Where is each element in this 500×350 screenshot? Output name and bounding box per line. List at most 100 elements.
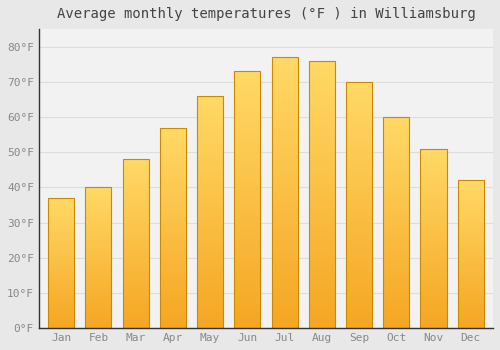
Bar — [420, 300, 446, 301]
Bar — [308, 315, 335, 317]
Bar — [86, 245, 112, 246]
Bar — [234, 223, 260, 225]
Bar — [48, 288, 74, 289]
Bar — [272, 201, 297, 204]
Bar — [234, 189, 260, 192]
Bar — [197, 147, 223, 149]
Bar — [48, 206, 74, 207]
Bar — [272, 182, 297, 184]
Bar — [383, 153, 409, 155]
Bar — [272, 301, 297, 304]
Bar — [346, 230, 372, 232]
Bar — [346, 227, 372, 230]
Bar — [420, 323, 446, 324]
Bar — [420, 176, 446, 177]
Bar — [160, 278, 186, 280]
Bar — [48, 257, 74, 258]
Bar — [197, 184, 223, 187]
Bar — [48, 234, 74, 236]
Bar — [86, 259, 112, 261]
Bar — [308, 267, 335, 270]
Bar — [272, 128, 297, 131]
Bar — [458, 262, 483, 263]
Bar — [122, 229, 148, 230]
Bar — [458, 225, 483, 226]
Bar — [160, 198, 186, 200]
Bar — [197, 161, 223, 163]
Bar — [122, 271, 148, 272]
Bar — [308, 154, 335, 157]
Bar — [197, 182, 223, 184]
Bar — [458, 313, 483, 315]
Bar — [346, 193, 372, 195]
Bar — [272, 233, 297, 236]
Bar — [383, 256, 409, 259]
Bar — [383, 216, 409, 218]
Bar — [234, 159, 260, 161]
Bar — [160, 176, 186, 178]
Bar — [122, 310, 148, 311]
Bar — [383, 119, 409, 121]
Bar — [122, 321, 148, 323]
Bar — [234, 246, 260, 248]
Bar — [160, 232, 186, 234]
Bar — [420, 237, 446, 238]
Bar — [308, 205, 335, 208]
Bar — [383, 208, 409, 210]
Bar — [197, 98, 223, 100]
Bar — [420, 281, 446, 283]
Bar — [346, 148, 372, 151]
Bar — [234, 251, 260, 254]
Bar — [197, 173, 223, 175]
Bar — [234, 310, 260, 313]
Bar — [197, 310, 223, 312]
Bar — [458, 322, 483, 324]
Bar — [383, 149, 409, 151]
Bar — [458, 325, 483, 327]
Bar — [48, 198, 74, 199]
Bar — [160, 302, 186, 304]
Bar — [308, 253, 335, 256]
Bar — [383, 303, 409, 305]
Bar — [234, 99, 260, 102]
Bar — [308, 197, 335, 200]
Bar — [346, 131, 372, 134]
Bar — [308, 256, 335, 259]
Bar — [308, 61, 335, 63]
Bar — [420, 308, 446, 310]
Bar — [383, 233, 409, 235]
Bar — [86, 237, 112, 238]
Bar — [346, 180, 372, 183]
Bar — [86, 234, 112, 235]
Bar — [420, 172, 446, 174]
Bar — [272, 217, 297, 220]
Bar — [122, 203, 148, 205]
Bar — [420, 321, 446, 323]
Bar — [383, 282, 409, 284]
Bar — [420, 319, 446, 321]
Bar — [420, 238, 446, 240]
Bar — [86, 299, 112, 300]
Bar — [160, 208, 186, 210]
Bar — [383, 284, 409, 286]
Bar — [160, 312, 186, 314]
Bar — [383, 320, 409, 322]
Bar — [48, 199, 74, 201]
Bar — [383, 163, 409, 166]
Bar — [383, 138, 409, 140]
Bar — [234, 115, 260, 118]
Bar — [420, 230, 446, 231]
Bar — [197, 254, 223, 256]
Bar — [458, 288, 483, 290]
Bar — [272, 247, 297, 250]
Bar — [272, 307, 297, 309]
Bar — [234, 92, 260, 94]
Bar — [383, 227, 409, 229]
Bar — [234, 164, 260, 166]
Bar — [383, 202, 409, 204]
Bar — [86, 216, 112, 217]
Bar — [86, 261, 112, 262]
Bar — [458, 251, 483, 253]
Bar — [197, 259, 223, 261]
Bar — [122, 168, 148, 169]
